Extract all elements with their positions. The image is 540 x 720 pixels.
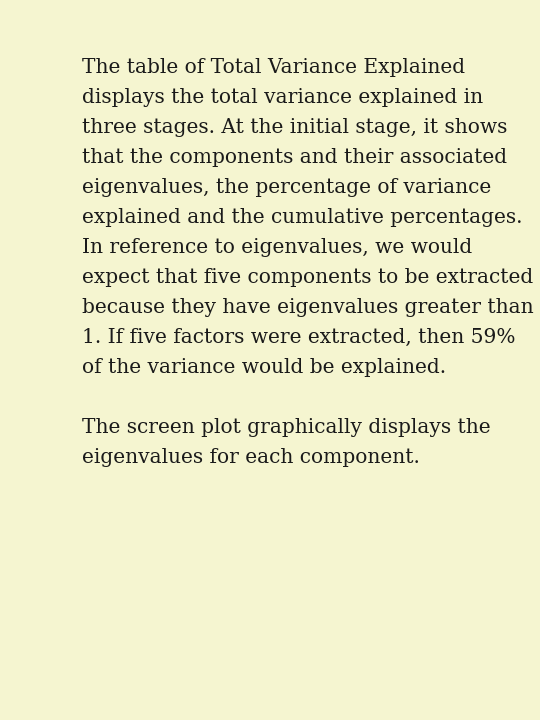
Text: that the components and their associated: that the components and their associated	[82, 148, 507, 167]
Text: because they have eigenvalues greater than: because they have eigenvalues greater th…	[82, 298, 534, 317]
Text: The screen plot graphically displays the: The screen plot graphically displays the	[82, 418, 491, 437]
Text: expect that five components to be extracted: expect that five components to be extrac…	[82, 268, 534, 287]
Text: In reference to eigenvalues, we would: In reference to eigenvalues, we would	[82, 238, 472, 257]
Text: 1. If five factors were extracted, then 59%: 1. If five factors were extracted, then …	[82, 328, 516, 347]
Text: The table of Total Variance Explained: The table of Total Variance Explained	[82, 58, 465, 77]
Text: eigenvalues for each component.: eigenvalues for each component.	[82, 448, 420, 467]
Text: three stages. At the initial stage, it shows: three stages. At the initial stage, it s…	[82, 118, 508, 137]
Text: explained and the cumulative percentages.: explained and the cumulative percentages…	[82, 208, 523, 227]
Text: displays the total variance explained in: displays the total variance explained in	[82, 88, 483, 107]
Text: of the variance would be explained.: of the variance would be explained.	[82, 358, 446, 377]
Text: eigenvalues, the percentage of variance: eigenvalues, the percentage of variance	[82, 178, 491, 197]
